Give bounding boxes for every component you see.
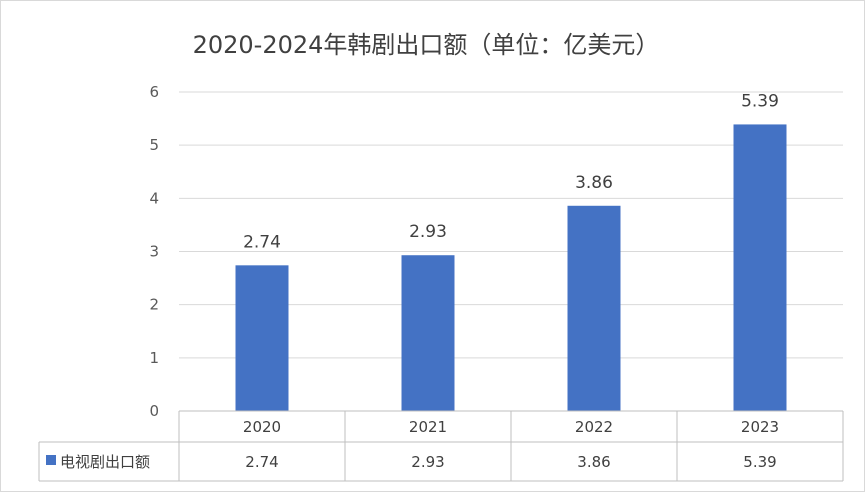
y-tick-label: 6 <box>149 83 159 101</box>
x-category-label: 2021 <box>409 418 447 436</box>
legend-swatch <box>46 455 56 465</box>
y-tick-label: 3 <box>149 243 159 261</box>
data-label: 5.39 <box>741 91 779 111</box>
data-label: 3.86 <box>575 173 613 193</box>
y-tick-label: 2 <box>149 296 159 314</box>
y-tick-label: 0 <box>149 402 159 420</box>
bar <box>567 205 621 411</box>
bar <box>235 265 289 411</box>
table-value-cell: 2.93 <box>411 453 444 471</box>
x-category-label: 2022 <box>575 418 613 436</box>
table-value-cell: 3.86 <box>577 453 610 471</box>
y-tick-label: 5 <box>149 136 159 154</box>
bars <box>235 124 787 411</box>
y-tick-label: 1 <box>149 349 159 367</box>
gridlines <box>179 91 843 359</box>
series-name: 电视剧出口额 <box>60 453 150 471</box>
y-axis-ticks: 0 1 2 3 4 5 6 <box>149 83 159 420</box>
data-labels: 2.74 2.93 3.86 5.39 <box>243 91 779 252</box>
table-value-cell: 2.74 <box>245 453 278 471</box>
data-table: 2020 2.74 2021 2.93 2022 3.86 2023 5.39 电视剧出口额 <box>38 410 844 482</box>
bar <box>401 255 455 411</box>
bar <box>733 124 787 411</box>
x-category-label: 2023 <box>741 418 779 436</box>
y-tick-label: 4 <box>149 189 159 207</box>
table-value-cell: 5.39 <box>743 453 776 471</box>
x-category-label: 2020 <box>243 418 281 436</box>
chart-title: 2020-2024年韩剧出口额（单位：亿美元） <box>193 31 660 59</box>
data-label: 2.93 <box>409 222 447 242</box>
data-label: 2.74 <box>243 232 281 252</box>
